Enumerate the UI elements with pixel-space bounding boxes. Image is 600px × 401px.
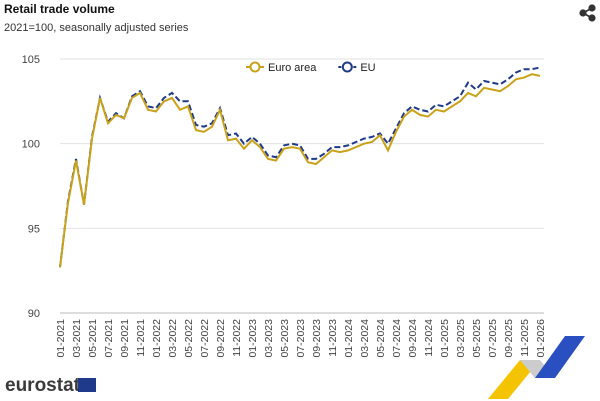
x-tick-label: 09-2022 [215, 319, 227, 358]
x-tick-label: 11-2023 [327, 319, 339, 357]
x-tick-label: 01-2022 [151, 319, 163, 358]
x-tick-label: 11-2024 [423, 319, 435, 357]
legend-marker [249, 61, 261, 73]
x-tick-label: 07-2022 [199, 319, 211, 358]
x-tick-label: 01-2025 [439, 319, 451, 358]
x-tick-label: 01-2026 [535, 319, 547, 358]
y-tick-label: 100 [22, 139, 40, 151]
x-tick-label: 09-2021 [119, 319, 131, 358]
decoration [488, 336, 585, 399]
x-tick-label: 09-2024 [407, 319, 419, 358]
x-tick-label: 05-2021 [87, 319, 99, 358]
y-tick-label: 90 [28, 308, 40, 320]
x-tick-label: 03-2025 [455, 319, 467, 358]
logo: eurostat [5, 375, 81, 396]
x-tick-label: 09-2023 [311, 319, 323, 358]
x-tick-label: 05-2023 [279, 319, 291, 358]
series-line [59, 66, 541, 268]
x-tick-label: 03-2023 [263, 319, 275, 358]
y-tick-label: 105 [22, 54, 40, 66]
chart-subtitle: 2021=100, seasonally adjusted series [4, 22, 189, 34]
x-tick-label: 11-2025 [519, 319, 531, 357]
x-tick-label: 05-2025 [471, 319, 483, 358]
x-tick-label: 05-2024 [375, 319, 387, 358]
x-tick-label: 05-2022 [183, 319, 195, 358]
x-tick-label: 03-2021 [71, 319, 83, 358]
legend-marker [341, 61, 353, 73]
x-tick-label: 01-2021 [55, 319, 67, 358]
legend-label: Euro area [268, 62, 317, 74]
series-line [59, 73, 541, 268]
x-tick-label: 07-2025 [487, 319, 499, 358]
x-tick-label: 03-2022 [167, 319, 179, 358]
legend-label: EU [360, 62, 375, 74]
chart-title: Retail trade volume [4, 2, 115, 16]
share-icon[interactable] [579, 4, 596, 22]
x-tick-label: 11-2021 [135, 319, 147, 357]
eu-flag [78, 378, 96, 392]
x-tick-label: 09-2025 [503, 319, 515, 358]
x-tick-label: 07-2023 [295, 319, 307, 358]
x-tick-label: 11-2022 [231, 319, 243, 357]
x-tick-label: 07-2024 [391, 319, 403, 358]
x-tick-label: 01-2023 [247, 319, 259, 358]
x-tick-label: 07-2021 [103, 319, 115, 358]
x-tick-label: 01-2024 [343, 319, 355, 358]
x-tick-label: 03-2024 [359, 319, 371, 358]
y-tick-label: 95 [28, 223, 40, 235]
